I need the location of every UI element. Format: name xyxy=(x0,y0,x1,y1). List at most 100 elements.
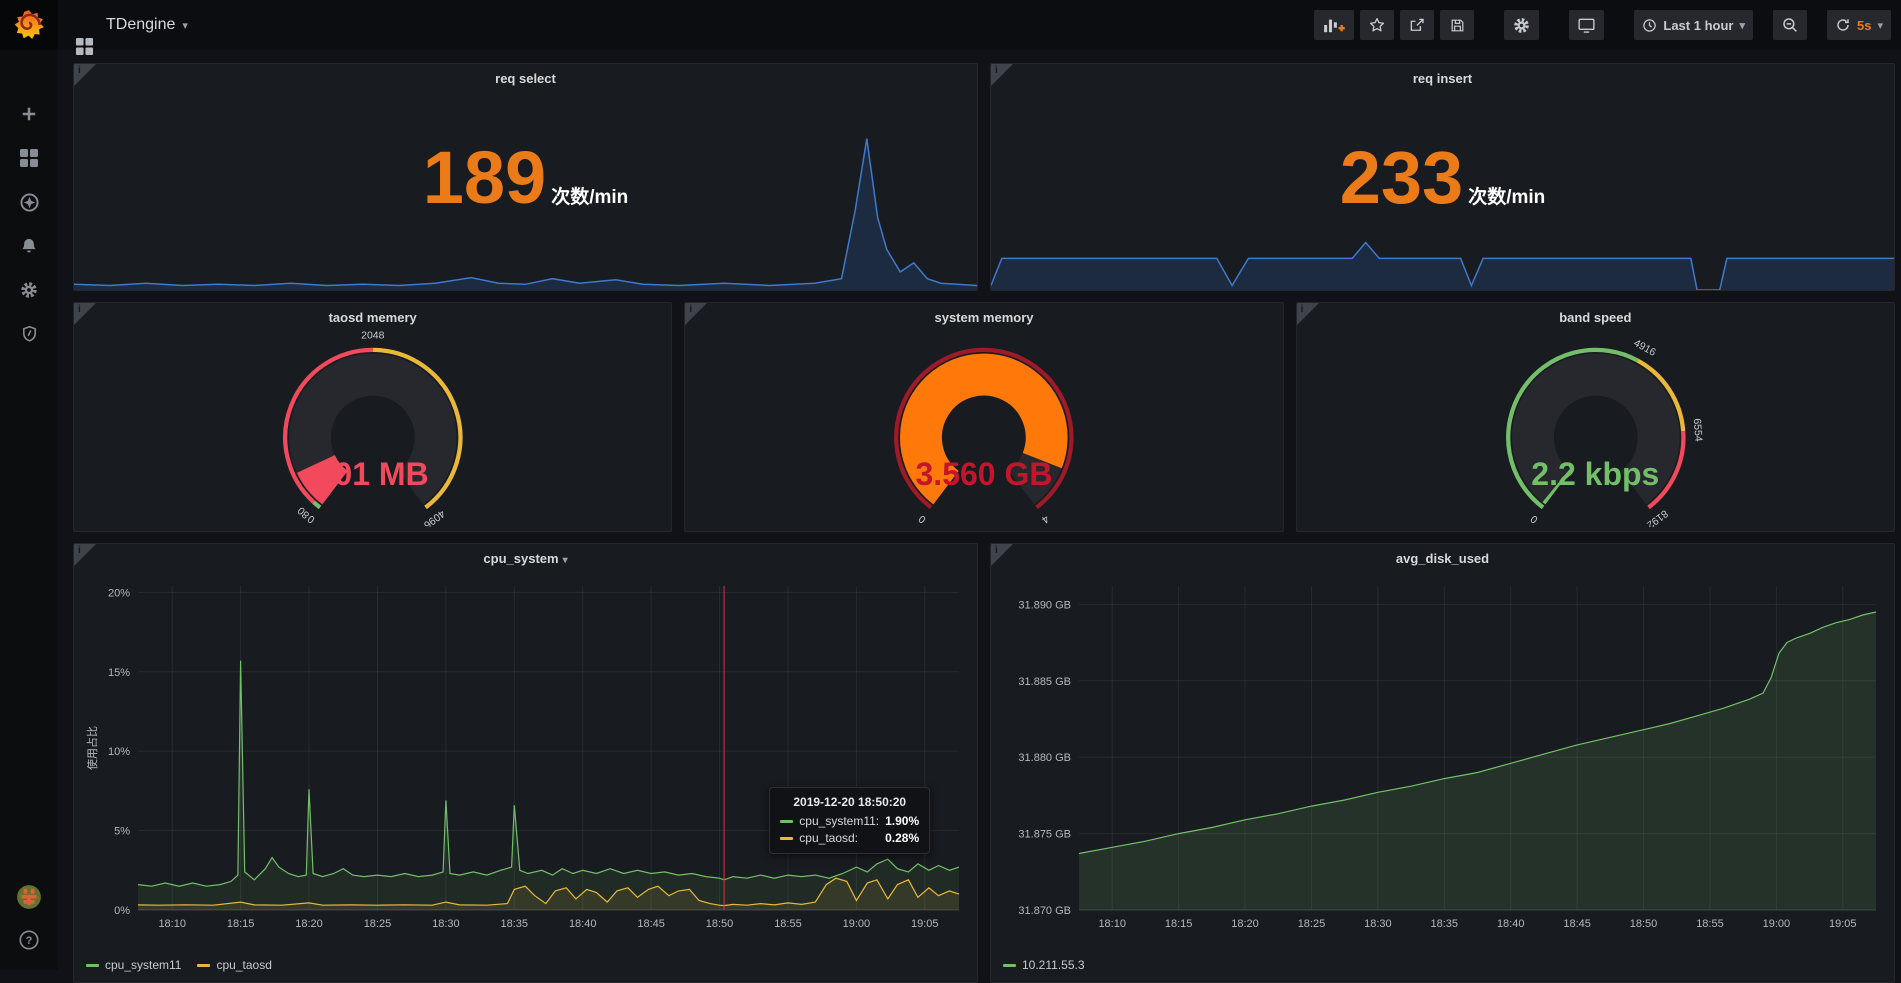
dashboard-settings-button[interactable] xyxy=(1504,10,1539,40)
star-icon xyxy=(1368,16,1386,34)
panel-info-corner[interactable]: i xyxy=(991,64,1013,86)
cycle-view-mode-button[interactable] xyxy=(1569,10,1604,40)
svg-text:18:40: 18:40 xyxy=(569,918,597,930)
svg-text:18:20: 18:20 xyxy=(1231,918,1259,930)
svg-text:31.880 GB: 31.880 GB xyxy=(1018,752,1071,764)
apps-grid-icon[interactable] xyxy=(72,34,96,58)
zoom-out-time-button[interactable] xyxy=(1773,10,1807,40)
panel-info-corner[interactable]: i xyxy=(74,64,96,86)
panel-title[interactable]: cpu_system▾ xyxy=(74,551,977,566)
panel-title[interactable]: req insert xyxy=(991,71,1894,86)
svg-text:18:55: 18:55 xyxy=(774,918,802,930)
grafana-logo[interactable] xyxy=(0,0,58,50)
tooltip-row: cpu_system11: 1.90% xyxy=(780,814,919,828)
svg-text:18:25: 18:25 xyxy=(1298,918,1326,930)
share-icon xyxy=(1408,16,1426,34)
svg-text:18:30: 18:30 xyxy=(1364,918,1392,930)
gauge-value: 2.2 kbps xyxy=(1531,456,1659,493)
shield-icon xyxy=(20,324,39,344)
svg-text:19:05: 19:05 xyxy=(1829,918,1857,930)
side-menu: ? xyxy=(0,50,58,970)
star-dashboard-button[interactable] xyxy=(1360,10,1394,40)
singlestat-value: 189 次数/min xyxy=(74,141,977,215)
explore-menu-item[interactable] xyxy=(0,180,58,224)
svg-text:18:50: 18:50 xyxy=(1630,918,1658,930)
time-range-label: Last 1 hour xyxy=(1663,18,1733,33)
avatar-image xyxy=(16,884,42,910)
svg-text:10%: 10% xyxy=(108,746,130,758)
panel-info-corner[interactable]: i xyxy=(74,544,96,566)
add-panel-button[interactable] xyxy=(1314,10,1354,40)
series-color-dash xyxy=(197,964,210,967)
panel-title[interactable]: taosd memery xyxy=(74,310,671,325)
refresh-interval-label: 5s xyxy=(1857,18,1871,33)
svg-text:18:10: 18:10 xyxy=(158,918,186,930)
stat-unit: 次数/min xyxy=(1468,182,1545,209)
svg-text:19:05: 19:05 xyxy=(911,918,939,930)
svg-text:18:45: 18:45 xyxy=(1563,918,1591,930)
refresh-picker[interactable]: 5s ▾ xyxy=(1827,10,1891,40)
dashboard-title-dropdown[interactable]: TDengine ▾ xyxy=(106,16,188,34)
svg-text:18:25: 18:25 xyxy=(364,918,392,930)
svg-text:19:00: 19:00 xyxy=(843,918,871,930)
gear-icon xyxy=(19,280,39,300)
panel-title[interactable]: band speed xyxy=(1297,310,1894,325)
chevron-down-icon: ▾ xyxy=(1877,19,1883,32)
dashboards-menu-item[interactable] xyxy=(0,136,58,180)
svg-text:18:40: 18:40 xyxy=(1497,918,1525,930)
alerting-menu-item[interactable] xyxy=(0,224,58,268)
svg-text:31.885 GB: 31.885 GB xyxy=(1018,676,1071,688)
save-icon xyxy=(1449,17,1466,34)
series-color-dash xyxy=(780,837,793,840)
add-panel-icon xyxy=(1322,16,1346,34)
gauge-value: 3.560 GB xyxy=(916,456,1053,493)
svg-text:0: 0 xyxy=(917,512,928,524)
svg-text:0: 0 xyxy=(1528,512,1539,524)
panel-title[interactable]: req select xyxy=(74,71,977,86)
share-dashboard-button[interactable] xyxy=(1400,10,1434,40)
svg-text:4916: 4916 xyxy=(1631,338,1657,359)
user-avatar[interactable] xyxy=(16,884,42,915)
monitor-icon xyxy=(1577,17,1596,34)
svg-text:0%: 0% xyxy=(114,905,130,917)
band-speed-gauge[interactable]: 0 4916 6554 8192 xyxy=(1297,327,1894,527)
svg-text:18:35: 18:35 xyxy=(1431,918,1459,930)
panel-title[interactable]: system memory xyxy=(685,310,1282,325)
time-range-picker[interactable]: Last 1 hour ▾ xyxy=(1634,10,1753,40)
svg-text:31.890 GB: 31.890 GB xyxy=(1018,599,1071,611)
gauge-value: 401 MB xyxy=(317,456,429,493)
panel-req-select: i req select 189 次数/min xyxy=(73,63,978,291)
svg-text:18:20: 18:20 xyxy=(295,918,323,930)
panel-req-insert: i req insert 233 次数/min xyxy=(990,63,1895,291)
help-button[interactable]: ? xyxy=(18,929,40,956)
stat-number: 233 xyxy=(1340,141,1463,215)
create-new-button[interactable] xyxy=(0,92,58,136)
panel-title[interactable]: avg_disk_used xyxy=(991,551,1894,566)
save-dashboard-button[interactable] xyxy=(1440,10,1474,40)
svg-text:31.870 GB: 31.870 GB xyxy=(1018,905,1071,917)
svg-text:18:50: 18:50 xyxy=(706,918,734,930)
compass-icon xyxy=(19,192,40,213)
svg-text:15%: 15% xyxy=(108,667,130,679)
svg-text:6554: 6554 xyxy=(1690,418,1703,442)
dashboards-grid-icon xyxy=(19,148,39,168)
gear-icon xyxy=(1512,16,1531,35)
panel-menu-caret-icon: ▾ xyxy=(563,555,568,566)
configuration-menu-item[interactable] xyxy=(0,268,58,312)
panel-info-corner[interactable]: i xyxy=(74,303,96,325)
svg-text:8192: 8192 xyxy=(1644,507,1669,527)
stat-unit: 次数/min xyxy=(551,182,628,209)
server-admin-menu-item[interactable] xyxy=(0,312,58,356)
panel-info-corner[interactable]: i xyxy=(685,303,707,325)
panel-info-corner[interactable]: i xyxy=(991,544,1013,566)
svg-text:18:45: 18:45 xyxy=(637,918,665,930)
svg-text:18:15: 18:15 xyxy=(227,918,255,930)
panel-info-corner[interactable]: i xyxy=(1297,303,1319,325)
clock-icon xyxy=(1642,18,1657,33)
